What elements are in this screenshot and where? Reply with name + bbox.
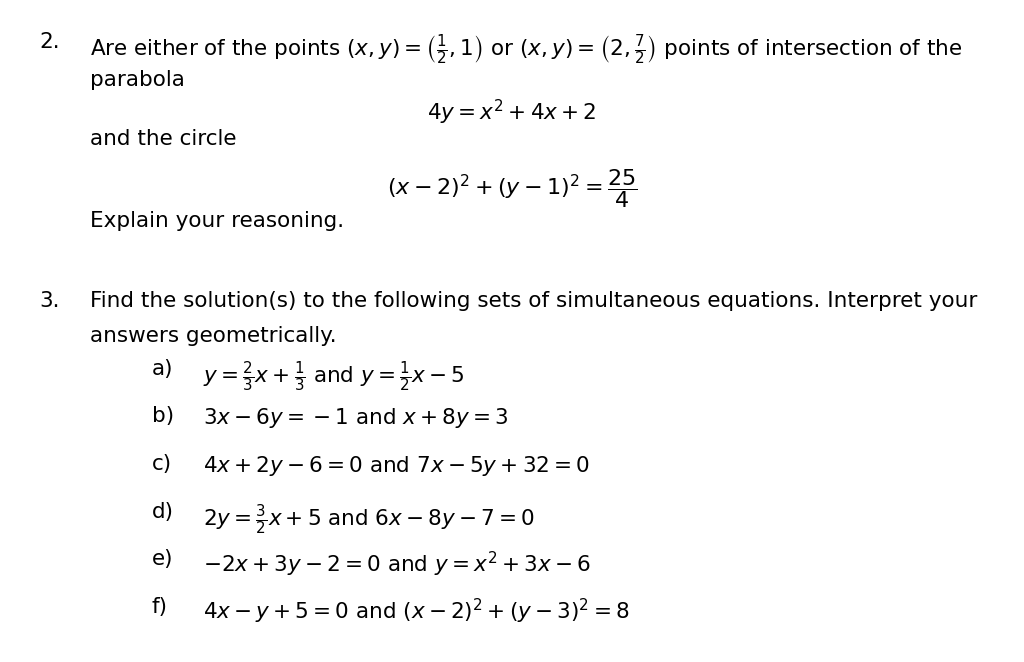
Text: Find the solution(s) to the following sets of simultaneous equations. Interpret : Find the solution(s) to the following se…	[90, 291, 978, 311]
Text: e): e)	[152, 549, 173, 569]
Text: $2y = \frac{3}{2}x + 5$ and $6x - 8y - 7 = 0$: $2y = \frac{3}{2}x + 5$ and $6x - 8y - 7…	[203, 502, 535, 536]
Text: d): d)	[152, 502, 173, 522]
Text: parabola: parabola	[90, 70, 185, 89]
Text: $4y = x^2 + 4x + 2$: $4y = x^2 + 4x + 2$	[427, 98, 597, 127]
Text: $-2x + 3y - 2 = 0$ and $y = x^2 + 3x - 6$: $-2x + 3y - 2 = 0$ and $y = x^2 + 3x - 6…	[203, 549, 591, 579]
Text: f): f)	[152, 597, 168, 617]
Text: b): b)	[152, 406, 174, 426]
Text: $(x - 2)^2 + (y - 1)^2 = \dfrac{25}{4}$: $(x - 2)^2 + (y - 1)^2 = \dfrac{25}{4}$	[387, 167, 637, 210]
Text: Are either of the points $(x, y) = \left(\frac{1}{2}, 1\right)$ or $(x, y) = \le: Are either of the points $(x, y) = \left…	[90, 32, 963, 66]
Text: and the circle: and the circle	[90, 129, 237, 149]
Text: $3x - 6y = -1$ and $x + 8y = 3$: $3x - 6y = -1$ and $x + 8y = 3$	[203, 406, 508, 430]
Text: answers geometrically.: answers geometrically.	[90, 326, 337, 346]
Text: $y = \frac{2}{3}x + \frac{1}{3}$ and $y = \frac{1}{2}x - 5$: $y = \frac{2}{3}x + \frac{1}{3}$ and $y …	[203, 359, 465, 393]
Text: Explain your reasoning.: Explain your reasoning.	[90, 211, 344, 230]
Text: 2.: 2.	[39, 32, 59, 52]
Text: 3.: 3.	[39, 291, 59, 311]
Text: $4x + 2y - 6 = 0$ and $7x - 5y + 32 = 0$: $4x + 2y - 6 = 0$ and $7x - 5y + 32 = 0$	[203, 454, 590, 478]
Text: a): a)	[152, 359, 173, 379]
Text: $4x - y + 5 = 0$ and $(x - 2)^2 + (y - 3)^2 = 8$: $4x - y + 5 = 0$ and $(x - 2)^2 + (y - 3…	[203, 597, 630, 626]
Text: c): c)	[152, 454, 172, 474]
